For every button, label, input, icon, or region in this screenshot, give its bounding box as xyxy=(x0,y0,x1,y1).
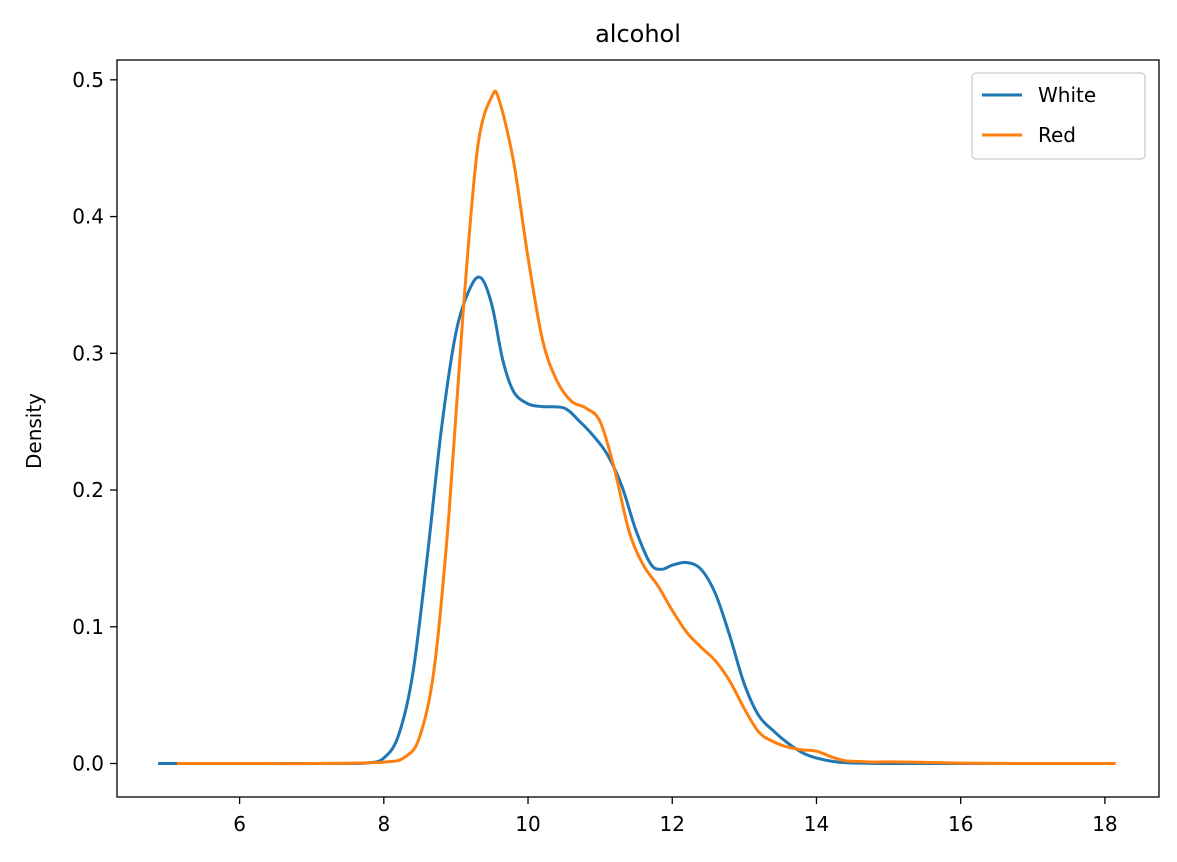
y-tick-label: 0.3 xyxy=(72,341,104,365)
y-tick-label: 0.2 xyxy=(72,478,104,502)
legend: White Red xyxy=(971,72,1146,160)
y-axis-label: Density xyxy=(22,393,46,469)
legend-label-red: Red xyxy=(1038,123,1076,147)
series-layer xyxy=(158,89,1116,766)
x-tick-label: 16 xyxy=(948,812,973,836)
y-tick-label: 0.5 xyxy=(72,68,104,92)
series-line-red xyxy=(176,89,1116,766)
x-tick-label: 6 xyxy=(233,812,246,836)
chart-title: alcohol xyxy=(595,20,681,48)
x-tick-label: 18 xyxy=(1092,812,1117,836)
series-line-white xyxy=(158,275,1055,766)
y-tick-label: 0.4 xyxy=(72,205,104,229)
x-tick-label: 12 xyxy=(660,812,685,836)
plot-frame xyxy=(116,59,1160,798)
x-tick-label: 10 xyxy=(515,812,540,836)
x-axis-ticks: 6 8 10 12 14 16 18 xyxy=(233,797,1118,836)
y-axis-ticks: 0.0 0.1 0.2 0.3 0.4 0.5 xyxy=(72,68,117,776)
y-tick-label: 0.1 xyxy=(72,615,104,639)
x-tick-label: 14 xyxy=(804,812,829,836)
x-tick-label: 8 xyxy=(377,812,390,836)
legend-label-white: White xyxy=(1038,83,1096,107)
y-tick-label: 0.0 xyxy=(72,752,104,776)
